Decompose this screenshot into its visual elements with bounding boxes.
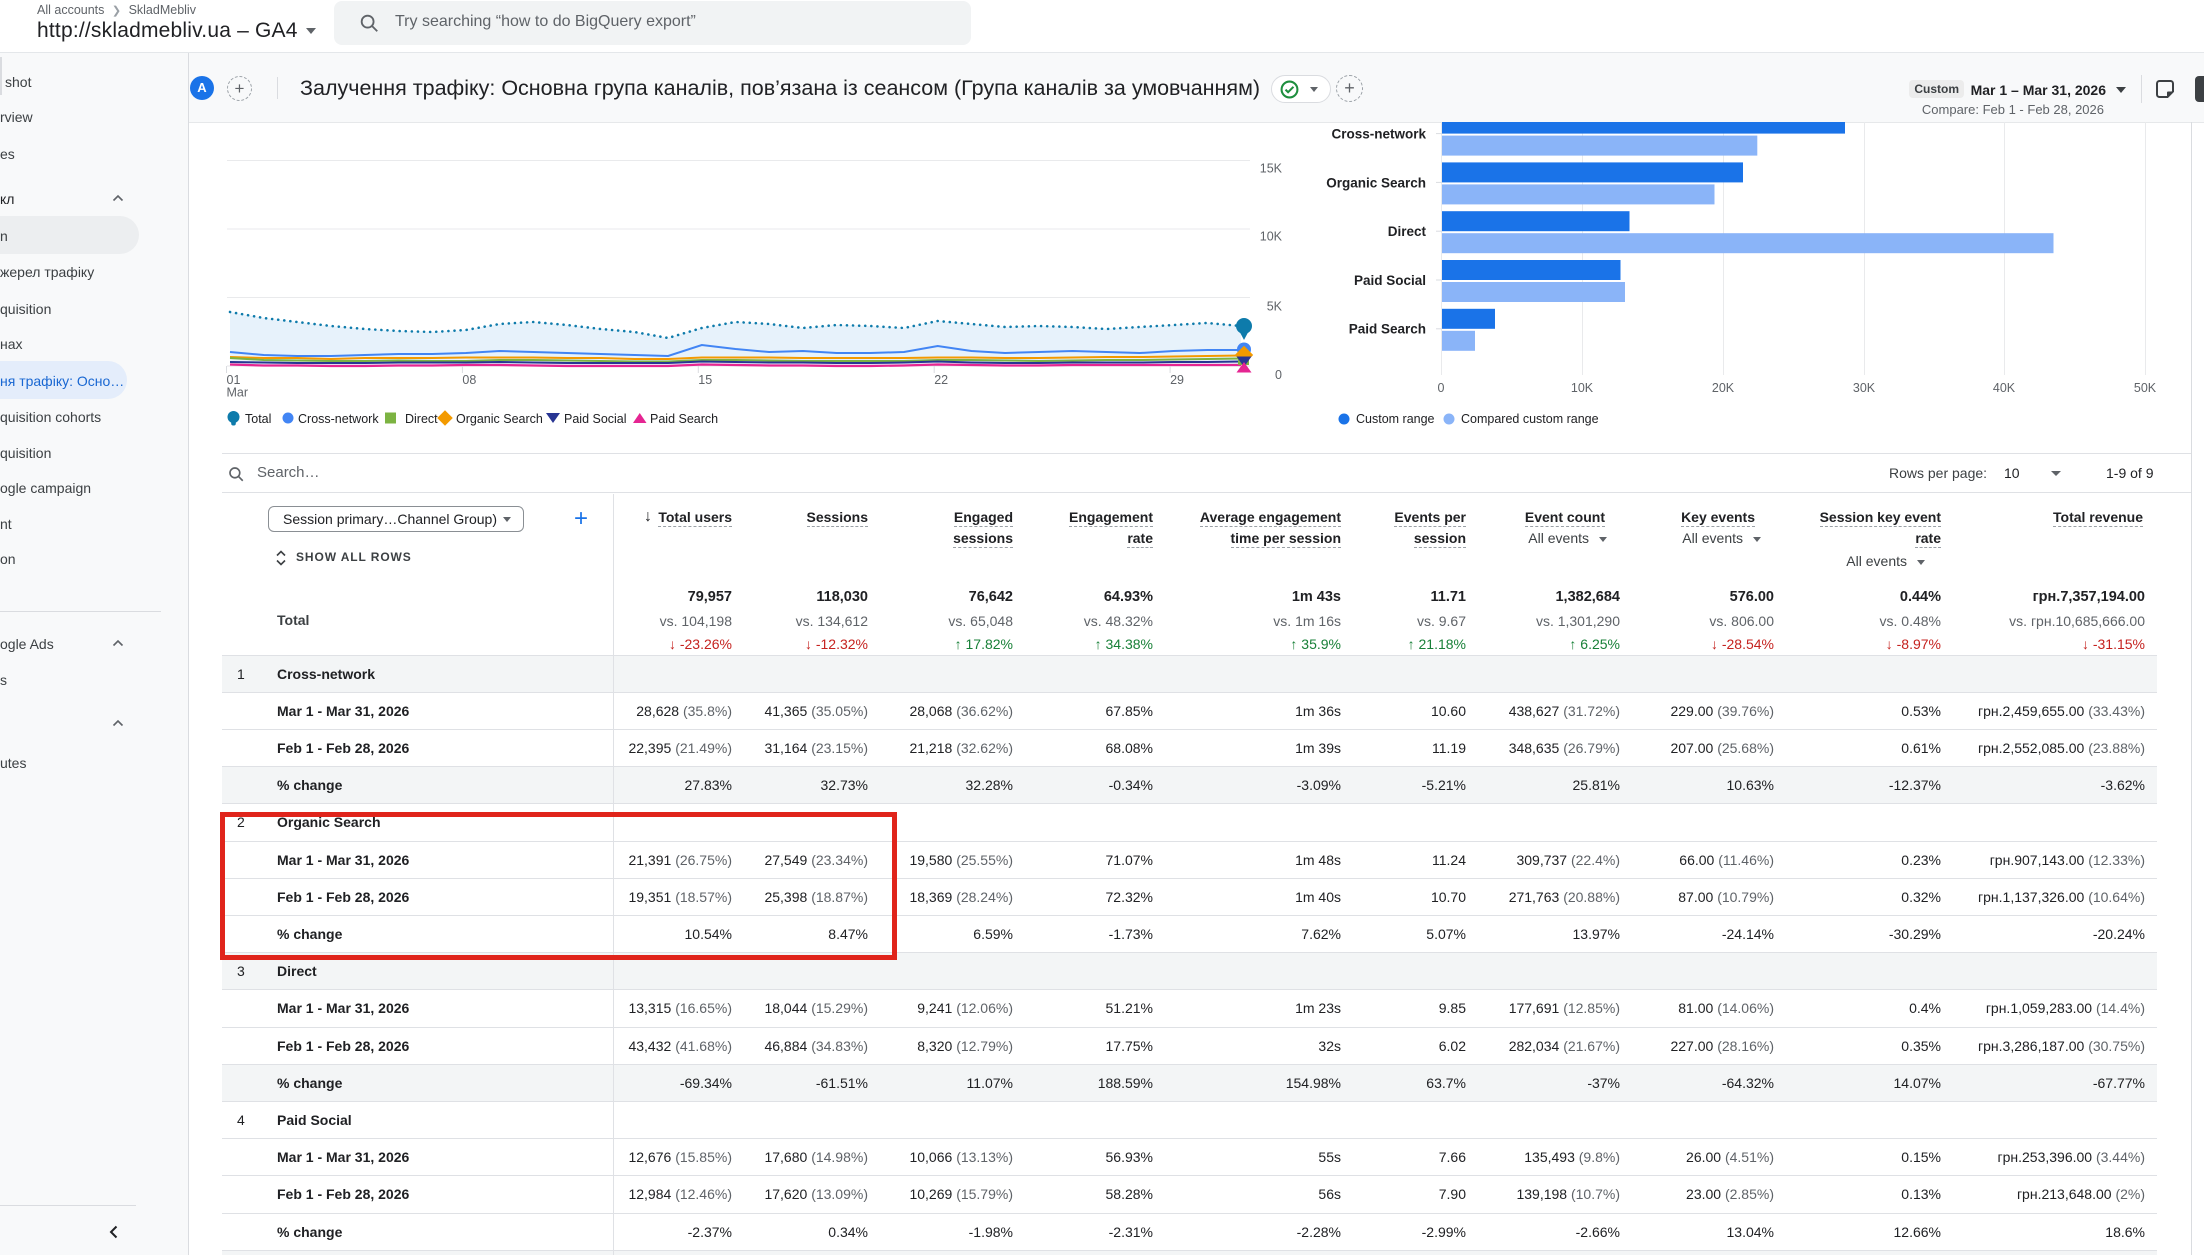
svg-text:Paid Search: Paid Search bbox=[650, 412, 718, 426]
svg-text:Organic Search: Organic Search bbox=[1326, 176, 1426, 191]
svg-text:0: 0 bbox=[1438, 381, 1445, 395]
svg-text:Total: Total bbox=[245, 412, 271, 426]
svg-text:10K: 10K bbox=[1571, 381, 1594, 395]
svg-text:30K: 30K bbox=[1853, 381, 1876, 395]
svg-text:Paid Social: Paid Social bbox=[564, 412, 627, 426]
svg-text:Direct: Direct bbox=[405, 412, 438, 426]
svg-text:08: 08 bbox=[462, 373, 476, 387]
svg-text:20K: 20K bbox=[1712, 381, 1735, 395]
svg-text:Mar: Mar bbox=[227, 386, 249, 400]
svg-text:5K: 5K bbox=[1267, 300, 1283, 314]
svg-text:40K: 40K bbox=[1993, 381, 2016, 395]
svg-text:Paid Search: Paid Search bbox=[1349, 322, 1426, 337]
svg-text:50K: 50K bbox=[2134, 381, 2157, 395]
svg-text:29: 29 bbox=[1170, 373, 1184, 387]
svg-text:15: 15 bbox=[698, 373, 712, 387]
svg-text:Compared custom range: Compared custom range bbox=[1461, 412, 1599, 426]
svg-text:01: 01 bbox=[227, 373, 241, 387]
svg-text:Direct: Direct bbox=[1388, 224, 1427, 239]
svg-text:15K: 15K bbox=[1260, 162, 1283, 176]
svg-text:Custom range: Custom range bbox=[1356, 412, 1435, 426]
svg-text:10K: 10K bbox=[1260, 230, 1283, 244]
svg-text:Paid Social: Paid Social bbox=[1354, 273, 1426, 288]
svg-text:Cross-network: Cross-network bbox=[298, 412, 379, 426]
svg-text:0: 0 bbox=[1275, 368, 1282, 382]
svg-text:22: 22 bbox=[934, 373, 948, 387]
svg-text:Cross-network: Cross-network bbox=[1331, 127, 1426, 142]
svg-text:Organic Search: Organic Search bbox=[456, 412, 543, 426]
